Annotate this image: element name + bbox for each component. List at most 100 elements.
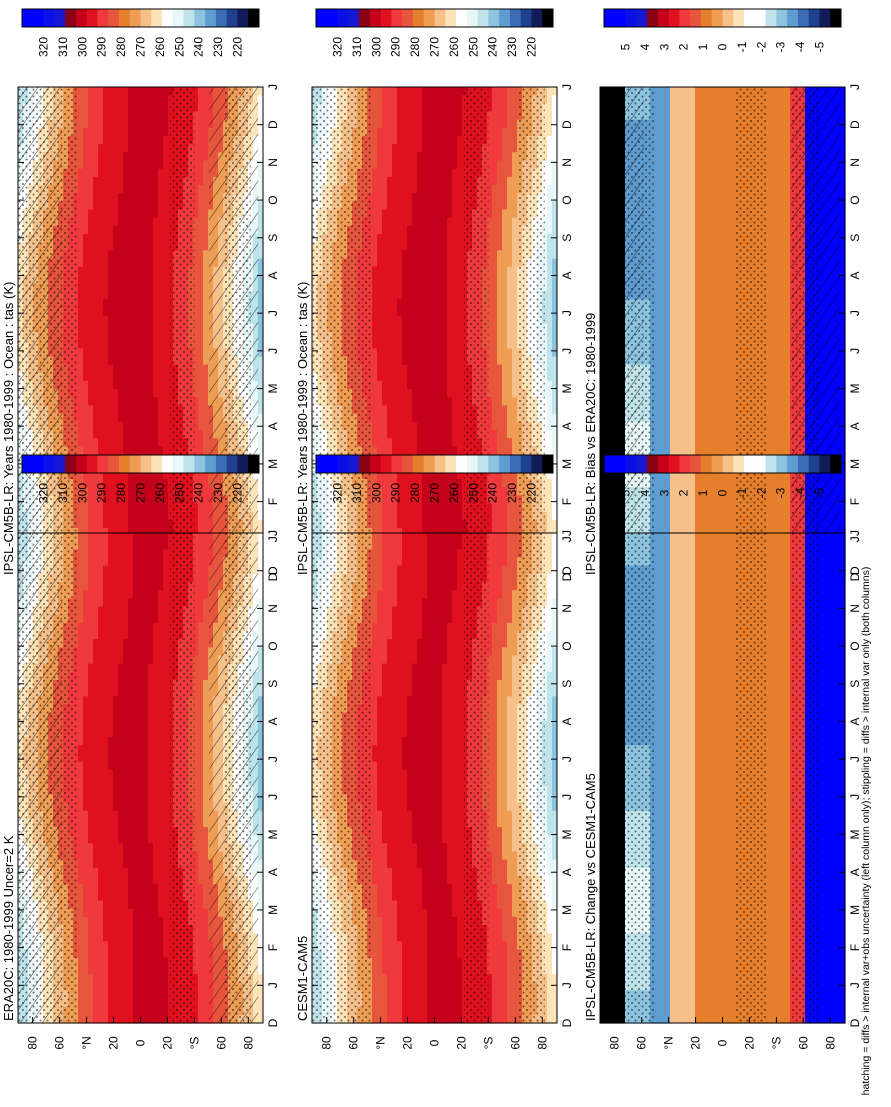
colorbar-swatch bbox=[658, 9, 669, 27]
month-tick-label: S bbox=[266, 234, 280, 242]
colorbar-swatch bbox=[424, 9, 435, 27]
month-tick-label: D bbox=[266, 120, 280, 129]
colorbar-tick-label: 1 bbox=[696, 489, 710, 496]
month-tick-label: N bbox=[266, 604, 280, 613]
colorbar-tick-label: 2 bbox=[677, 43, 691, 50]
colorbar-swatch bbox=[141, 455, 152, 473]
colorbar-tick-label: 260 bbox=[153, 483, 167, 503]
month-tick-label: J bbox=[266, 794, 280, 800]
colorbar-tick-label: 220 bbox=[230, 483, 244, 503]
colorbar-swatch bbox=[151, 455, 162, 473]
month-tick-label: J bbox=[266, 756, 280, 762]
colorbar-tick-label: 290 bbox=[95, 483, 109, 503]
colorbar-swatch bbox=[327, 9, 338, 27]
month-tick-label: M bbox=[848, 459, 862, 469]
lat-tick-label: °S bbox=[187, 1037, 201, 1050]
colorbar-swatch bbox=[478, 455, 489, 473]
colorbar-swatch bbox=[173, 455, 184, 473]
colorbar-swatch bbox=[108, 455, 119, 473]
month-tick-label: J bbox=[848, 536, 862, 542]
colorbar-swatch bbox=[604, 455, 615, 473]
colorbar-swatch bbox=[636, 455, 647, 473]
colorbar-tick-label: 2 bbox=[677, 489, 691, 496]
colorbar-tick-label: -4 bbox=[793, 41, 807, 52]
colorbar-swatch bbox=[467, 9, 478, 27]
month-tick-label: F bbox=[560, 944, 574, 951]
month-tick-label: M bbox=[560, 830, 574, 840]
colorbar-swatch bbox=[776, 455, 787, 473]
colorbar-swatch bbox=[733, 455, 744, 473]
colorbar-swatch bbox=[370, 455, 381, 473]
lat-tick-label: 20 bbox=[454, 1036, 468, 1050]
colorbar-swatch bbox=[44, 455, 55, 473]
colorbar-swatch bbox=[391, 9, 402, 27]
colorbar-swatch bbox=[391, 455, 402, 473]
colorbar-swatch bbox=[108, 9, 119, 27]
month-tick-label: A bbox=[560, 717, 574, 725]
colorbar-swatch bbox=[809, 9, 820, 27]
month-tick-label: A bbox=[266, 422, 280, 430]
colorbar-swatch bbox=[97, 455, 108, 473]
month-tick-label: S bbox=[266, 680, 280, 688]
month-tick-label: M bbox=[560, 905, 574, 915]
colorbar-tick-label: 320 bbox=[37, 37, 51, 57]
chart-panel-1: DJFMAMJJASONDJ8060°N20020°S6080IPSL-CM5B… bbox=[1, 9, 280, 604]
colorbar-swatch bbox=[413, 455, 424, 473]
colorbar-swatch bbox=[701, 9, 712, 27]
lat-tick-label: 60 bbox=[508, 1036, 522, 1050]
lat-tick-label: 20 bbox=[742, 1036, 756, 1050]
colorbar-swatch bbox=[184, 455, 195, 473]
colorbar-tick-label: 270 bbox=[428, 483, 442, 503]
month-tick-label: J bbox=[266, 536, 280, 542]
colorbar-tick-label: 230 bbox=[211, 37, 225, 57]
colorbar-tick-label: 4 bbox=[638, 43, 652, 50]
month-tick-label: O bbox=[848, 195, 862, 204]
lat-tick-label: 20 bbox=[401, 1036, 415, 1050]
lat-tick-label: °S bbox=[769, 1037, 783, 1050]
colorbar-swatch bbox=[690, 455, 701, 473]
lat-tick-label: °N bbox=[374, 1036, 388, 1049]
lat-tick-label: 80 bbox=[823, 1036, 837, 1050]
colorbar-tick-label: 220 bbox=[230, 37, 244, 57]
colorbar-swatch bbox=[712, 455, 723, 473]
colorbar-swatch bbox=[647, 9, 658, 27]
month-tick-label: J bbox=[266, 84, 280, 90]
colorbar-swatch bbox=[402, 9, 413, 27]
colorbar-swatch bbox=[338, 455, 349, 473]
colorbar-swatch bbox=[22, 455, 33, 473]
colorbar-swatch bbox=[76, 455, 87, 473]
colorbar-swatch bbox=[531, 9, 542, 27]
colorbar-swatch bbox=[478, 9, 489, 27]
month-tick-label: O bbox=[266, 641, 280, 650]
month-tick-label: M bbox=[266, 905, 280, 915]
month-tick-label: M bbox=[848, 384, 862, 394]
colorbar-tick-label: -2 bbox=[754, 487, 768, 498]
colorbar-swatch bbox=[151, 9, 162, 27]
colorbar-swatch bbox=[798, 9, 809, 27]
colorbar-swatch bbox=[22, 9, 33, 27]
colorbar-swatch bbox=[542, 9, 553, 27]
month-tick-label: N bbox=[848, 158, 862, 167]
colorbar-swatch bbox=[521, 9, 532, 27]
colorbar-tick-label: 290 bbox=[95, 37, 109, 57]
month-tick-label: O bbox=[266, 195, 280, 204]
colorbar-swatch bbox=[787, 455, 798, 473]
month-tick-label: F bbox=[266, 498, 280, 505]
footer-caption: hatching = diffs > internal var+obs unce… bbox=[860, 567, 872, 1096]
colorbar-tick-label: 310 bbox=[350, 37, 364, 57]
colorbar-swatch bbox=[445, 455, 456, 473]
month-tick-label: J bbox=[848, 310, 862, 316]
colorbar-swatch bbox=[119, 455, 130, 473]
colorbar-swatch bbox=[227, 9, 238, 27]
lat-tick-label: 80 bbox=[241, 1036, 255, 1050]
month-tick-label: N bbox=[266, 158, 280, 167]
colorbar-swatch bbox=[162, 9, 173, 27]
colorbar-tick-label: 320 bbox=[331, 37, 345, 57]
colorbar-tick-label: 5 bbox=[619, 43, 633, 50]
month-tick-label: J bbox=[848, 348, 862, 354]
month-tick-label: A bbox=[266, 868, 280, 876]
colorbar-swatch bbox=[205, 455, 216, 473]
colorbar-swatch bbox=[348, 9, 359, 27]
